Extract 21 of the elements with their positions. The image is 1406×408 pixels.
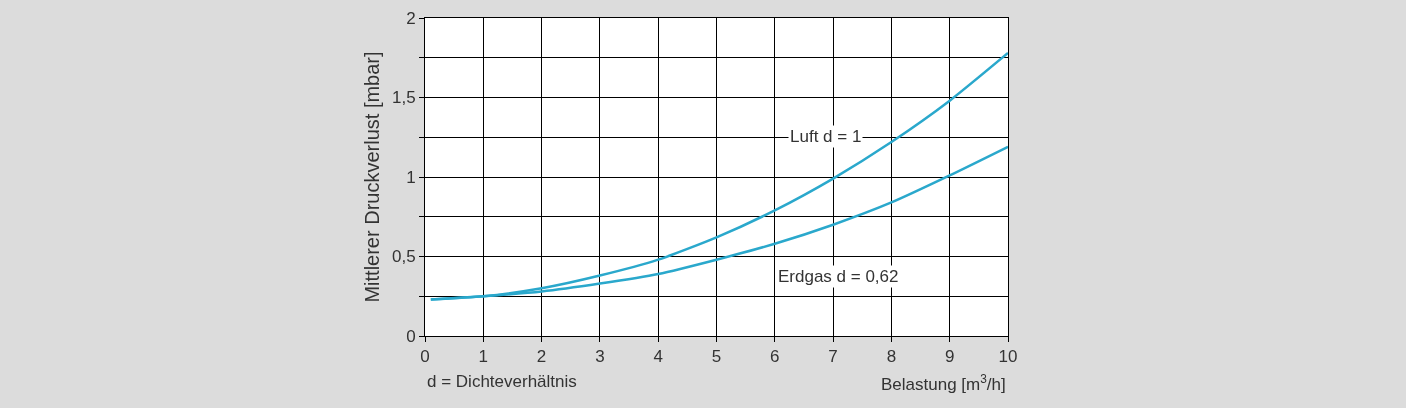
y-tick-label: 1,5 [391, 88, 416, 108]
x-tick-label: 2 [536, 347, 547, 367]
x-tick-label: 1 [478, 347, 489, 367]
y-tick-label: 0 [406, 326, 416, 346]
x-tick-label: 9 [944, 347, 955, 367]
x-tick-label: 4 [653, 347, 663, 367]
x-axis-title: Belastung [m$^{3}$/h] [881, 372, 1006, 395]
y-tick-label: 2 [406, 8, 416, 28]
series-label: Luft d = 1 [790, 127, 862, 146]
y-tick-label: 1 [406, 167, 416, 187]
x-tick-label: 7 [828, 347, 838, 367]
x-tick-label: 10 [998, 347, 1018, 367]
x-tick-label: 8 [886, 347, 897, 367]
x-tick-label: 0 [420, 347, 430, 367]
y-tick-label: 0,5 [391, 247, 416, 267]
y-axis-title: Mittlerer Druckverlust [mbar] [361, 51, 384, 303]
x-tick-label: 6 [770, 347, 780, 367]
x-tick-label: 5 [711, 347, 722, 367]
text: d = Dichteverhältnis [427, 372, 577, 391]
series-label: Erdgas d = 0,62 [778, 267, 899, 286]
x-tick-label: 3 [595, 347, 605, 367]
